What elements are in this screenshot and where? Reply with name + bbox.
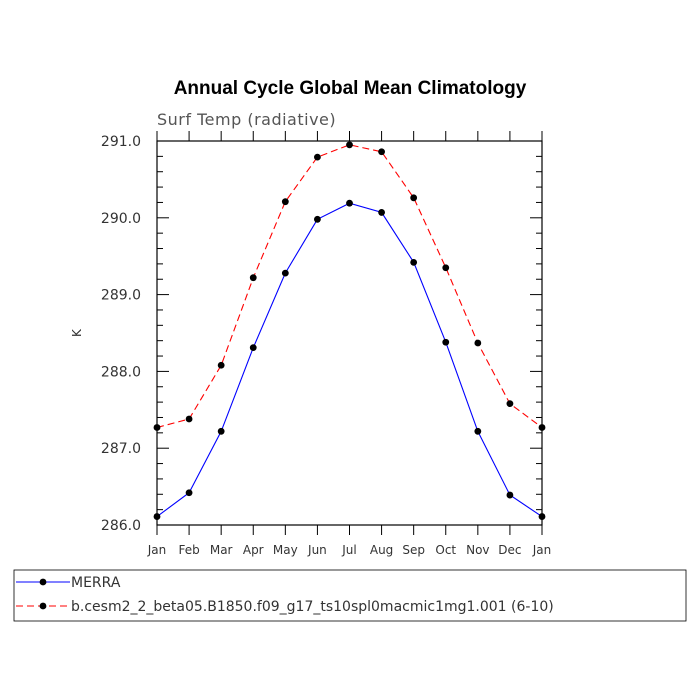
legend-marker-1 (39, 578, 47, 586)
data-point-series-2 (410, 194, 418, 202)
data-point-series-2 (217, 361, 225, 369)
y-tick-label: 286.0 (101, 518, 141, 534)
legend: MERRA b.cesm2_2_beta05.B1850.f09_g17_ts10… (16, 575, 554, 615)
y-tick-label: 289.0 (101, 288, 141, 304)
x-tick-label: Jul (341, 543, 356, 557)
x-tick-label: Mar (210, 543, 233, 557)
data-point-series-1 (281, 269, 289, 277)
y-tick-label: 288.0 (101, 364, 141, 380)
legend-marker-2 (39, 602, 47, 610)
data-point-series-2 (474, 339, 482, 347)
data-point-series-1 (378, 209, 385, 216)
data-point-series-2 (346, 141, 353, 149)
data-point-series-1 (538, 513, 546, 520)
data-point-series-2 (506, 400, 514, 408)
data-point-series-1 (474, 427, 482, 435)
x-tick-label: Jun (307, 543, 327, 557)
data-point-series-1 (506, 491, 514, 499)
data-point-series-2 (442, 264, 450, 272)
x-tick-label: Oct (435, 543, 456, 557)
data-point-series-1 (153, 513, 161, 520)
data-point-series-1 (185, 489, 193, 497)
x-tick-label: Aug (370, 543, 393, 557)
data-point-series-1 (442, 338, 450, 346)
data-point-series-2 (538, 424, 546, 431)
series-line-2 (156, 144, 543, 429)
x-tick-label: Sep (402, 543, 425, 557)
x-tick-label: May (273, 543, 298, 557)
legend-label-2: b.cesm2_2_beta05.B1850.f09_g17_ts10spl0m… (71, 599, 554, 615)
data-point-series-2 (153, 424, 161, 431)
chart-subtitle: Surf Temp (radiative) (157, 110, 336, 129)
chart-title: Annual Cycle Global Mean Climatology (174, 78, 527, 99)
data-point-series-2 (281, 198, 289, 206)
legend-box (13, 569, 687, 622)
x-tick-label: Dec (498, 543, 521, 557)
x-tick-label: Jan (532, 543, 552, 557)
x-tick-label: Apr (243, 543, 264, 557)
data-point-series-1 (410, 258, 418, 266)
ticks: 286.0 287.0 288.0 289.0 290.0 291.0 Jan Feb Mar A… (101, 131, 551, 557)
series-line-1 (156, 202, 543, 518)
x-tick-label: Nov (466, 543, 489, 557)
series (153, 141, 546, 520)
y-tick-label: 291.0 (101, 134, 141, 150)
data-point-series-2 (185, 415, 193, 423)
x-tick-label: Feb (178, 543, 199, 557)
data-point-series-1 (249, 344, 257, 351)
data-point-series-1 (217, 427, 225, 435)
y-tick-label: 290.0 (101, 211, 141, 227)
legend-label-1: MERRA (71, 575, 121, 591)
y-tick-label: 287.0 (101, 441, 141, 457)
data-point-series-2 (249, 274, 257, 282)
y-axis-label: K (70, 328, 84, 337)
x-tick-label: Jan (147, 543, 167, 557)
plot-frame (156, 140, 543, 526)
data-point-series-2 (314, 153, 321, 161)
data-point-series-1 (314, 215, 321, 223)
data-point-series-1 (346, 199, 353, 207)
data-point-series-2 (378, 148, 385, 156)
